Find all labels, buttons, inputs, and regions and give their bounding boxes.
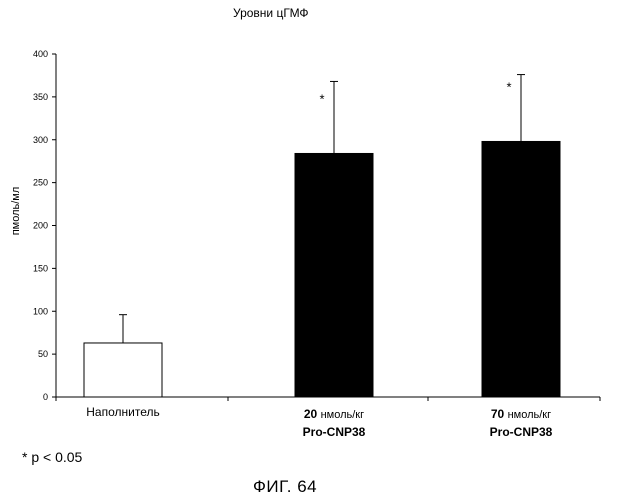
bar <box>295 153 373 397</box>
y-tick-label: 200 <box>33 221 48 231</box>
category-unit: нмоль/кг <box>508 409 552 421</box>
significance-footnote: * p < 0.05 <box>22 449 82 465</box>
significance-marker: * <box>506 79 511 94</box>
y-tick-label: 0 <box>43 392 48 402</box>
category-label: Наполнитель <box>86 405 159 419</box>
y-tick-label: 100 <box>33 306 48 316</box>
y-tick-label: 300 <box>33 135 48 145</box>
y-tick-label: 400 <box>33 49 48 59</box>
significance-marker: * <box>319 91 324 106</box>
category-compound: Pro-CNP38 <box>490 425 553 439</box>
bar <box>84 343 162 397</box>
figure-label: ФИГ. 64 <box>253 477 317 497</box>
y-tick-label: 50 <box>38 349 48 359</box>
y-tick-label: 150 <box>33 263 48 273</box>
category-dose: 20 <box>304 407 321 421</box>
y-tick-label: 250 <box>33 178 48 188</box>
bar <box>482 141 560 397</box>
category-label: 20 нмоль/кг <box>304 407 364 421</box>
y-tick-label: 350 <box>33 92 48 102</box>
category-label: 70 нмоль/кг <box>491 407 551 421</box>
category-dose: 70 <box>491 407 508 421</box>
category-unit: нмоль/кг <box>321 409 365 421</box>
category-compound: Pro-CNP38 <box>303 425 366 439</box>
